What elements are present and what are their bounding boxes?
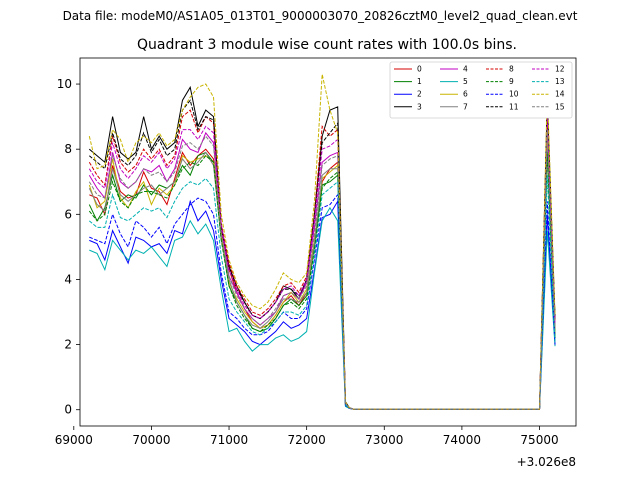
legend-label: 0 <box>417 65 422 74</box>
y-tick-label: 6 <box>64 207 72 221</box>
legend-label: 4 <box>463 65 468 74</box>
legend-label: 15 <box>555 102 565 111</box>
legend-label: 3 <box>417 102 422 111</box>
series-line-14 <box>88 74 556 410</box>
series-line-9 <box>88 152 556 410</box>
x-tick-label: 70000 <box>132 433 170 447</box>
series-line-2 <box>89 199 556 410</box>
y-tick-label: 10 <box>57 77 72 91</box>
series-line-12 <box>88 116 556 410</box>
y-tick-label: 0 <box>64 403 72 417</box>
x-axis-offset-label: +3.026e8 <box>517 455 576 469</box>
legend-box <box>389 61 573 119</box>
x-tick-label: 69000 <box>55 433 93 447</box>
legend-label: 9 <box>509 77 514 86</box>
series-line-5 <box>89 206 556 410</box>
legend-label: 13 <box>555 77 565 86</box>
chart-title: Quadrant 3 module wise count rates with … <box>137 37 517 53</box>
axes-frame <box>79 57 577 427</box>
x-tick-label: 72000 <box>288 433 326 447</box>
series-line-11 <box>88 99 556 410</box>
plot-area <box>79 57 577 427</box>
legend-label: 10 <box>509 90 519 99</box>
x-tick-label: 71000 <box>210 433 248 447</box>
figure-suptitle: Data file: modeM0/AS1A05_013T01_90000030… <box>63 9 578 23</box>
y-axis: 0 2 4 6 8 10 <box>57 77 80 417</box>
series-layer <box>88 74 556 410</box>
x-tick-label: 73000 <box>365 433 403 447</box>
series-line-15 <box>88 129 556 410</box>
y-tick-label: 4 <box>64 272 72 286</box>
legend-label: 5 <box>463 77 468 86</box>
series-line-3 <box>88 85 556 410</box>
legend-label: 14 <box>555 90 565 99</box>
x-axis: 69000 70000 71000 72000 73000 74000 75000 <box>55 426 559 447</box>
series-line-0 <box>89 132 556 410</box>
legend-label: 2 <box>417 90 422 99</box>
legend-label: 1 <box>417 77 422 86</box>
series-line-10 <box>89 193 556 410</box>
legend-label: 7 <box>463 102 468 111</box>
x-tick-label: 74000 <box>443 433 481 447</box>
legend-label: 8 <box>509 65 514 74</box>
y-tick-label: 8 <box>64 142 72 156</box>
x-tick-label: 75000 <box>520 433 558 447</box>
series-line-13 <box>88 175 556 410</box>
y-tick-label: 2 <box>64 338 72 352</box>
legend-label: 11 <box>509 102 519 111</box>
legend-label: 6 <box>463 90 468 99</box>
legend-label: 12 <box>555 65 565 74</box>
